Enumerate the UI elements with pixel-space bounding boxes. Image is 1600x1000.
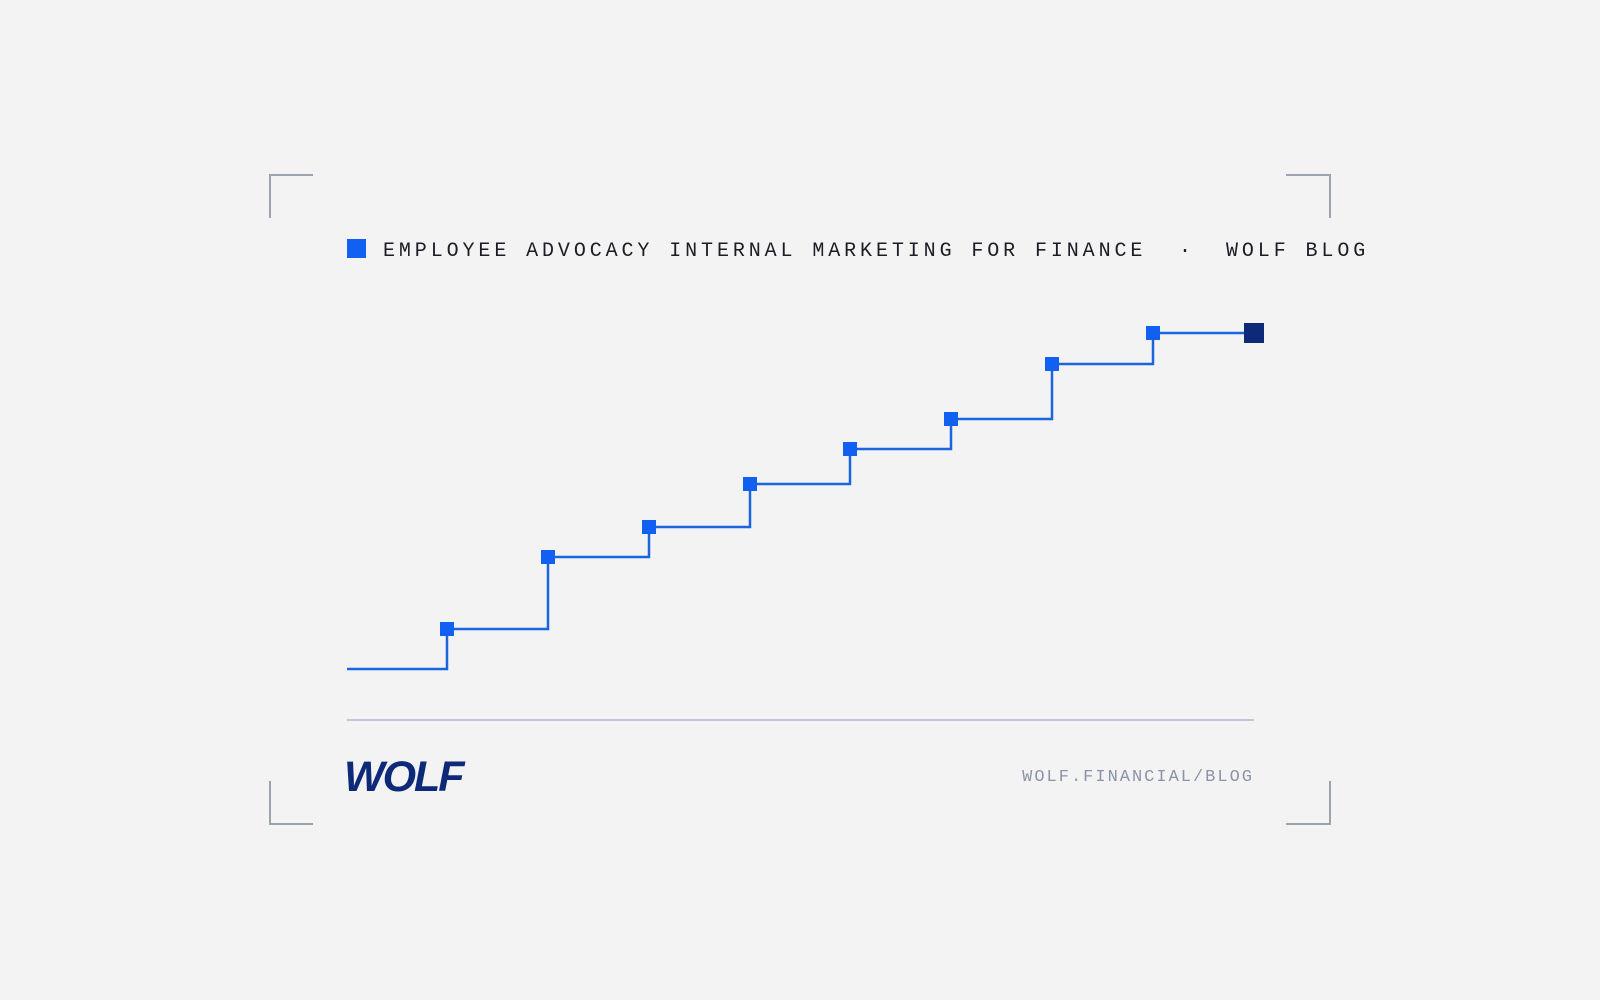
step-marker [642,520,656,534]
step-line [347,331,1254,671]
separator: · [1179,240,1191,263]
corner-bracket [269,174,313,218]
section: WOLF BLOG [1226,240,1369,263]
step-markers [440,326,1160,636]
step-marker [440,622,454,636]
corner-brackets [269,174,1331,825]
title-marker [347,239,366,258]
step-marker [843,442,857,456]
step-marker [944,412,958,426]
corner-bracket [1286,781,1331,825]
corner-bracket [269,781,313,825]
step-marker [743,477,757,491]
corner-bracket [1286,174,1331,218]
step-marker [541,550,555,564]
url: WOLF.FINANCIAL/BLOG [1022,768,1254,787]
step-marker [1146,326,1160,340]
step-marker [1045,357,1059,371]
logo: WOLF [344,753,466,801]
end-marker [1244,323,1264,343]
title: EMPLOYEE ADVOCACY INTERNAL MARKETING FOR… [383,240,1146,263]
